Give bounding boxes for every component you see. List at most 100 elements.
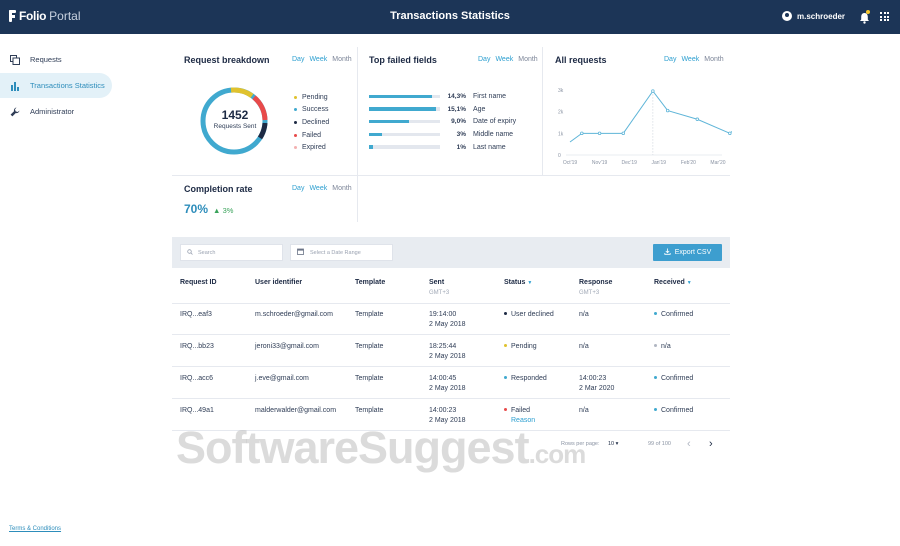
sent-time: 18:25:44 xyxy=(429,343,457,350)
status-dot xyxy=(504,375,507,379)
request-id-cell[interactable]: IRQ...49a1 xyxy=(180,406,214,416)
status-text: Failed xyxy=(511,407,531,414)
data-point xyxy=(651,89,655,93)
sidebar-item-label: Transactions Statistics xyxy=(30,81,105,90)
period-day[interactable]: Day xyxy=(292,185,305,192)
user-email: m.schroeder@gmail.com xyxy=(255,311,333,318)
row-divider xyxy=(172,334,730,335)
status-cell: Failed Reason xyxy=(504,406,535,426)
sort-down-icon[interactable]: ▼ xyxy=(527,280,533,286)
failed-field-row: 9,0% Date of expiry xyxy=(369,115,516,128)
date-range-input[interactable]: Select a Date Range xyxy=(290,244,393,261)
next-page-icon[interactable]: › xyxy=(709,438,713,450)
watermark-suffix: .com xyxy=(528,439,587,469)
legend-item-success: Success xyxy=(294,104,329,117)
column-header-received[interactable]: Received ▼ xyxy=(654,279,692,286)
status-text: Responded xyxy=(511,375,547,382)
sidebar-item-requests[interactable]: Requests xyxy=(0,47,112,72)
template-cell: Template xyxy=(355,374,383,384)
received-dot xyxy=(654,407,657,411)
status-cell: Responded xyxy=(504,374,547,384)
top-bar: Folio Portal Transactions Statistics m.s… xyxy=(0,0,900,34)
data-point xyxy=(728,131,732,136)
user-menu[interactable]: m.schroeder xyxy=(782,11,845,21)
column-header-status[interactable]: Status ▼ xyxy=(504,279,532,286)
completion-delta-value: 3% xyxy=(222,206,234,215)
request-id-cell[interactable]: IRQ...acc6 xyxy=(180,374,213,384)
legend-dot xyxy=(294,108,297,112)
sidebar-item-transactions-statistics[interactable]: Transactions Statistics xyxy=(0,73,112,98)
donut-total: 1452 xyxy=(221,108,249,122)
status-text: User declined xyxy=(511,311,554,318)
search-input[interactable]: Search xyxy=(180,244,283,261)
user-identifier-cell: malderwalder@gmail.com xyxy=(255,406,336,416)
x-tick-label: Dec'19 xyxy=(621,160,637,166)
completion-period-selector: Day Week Month xyxy=(292,185,352,192)
template-name: Template xyxy=(355,375,384,382)
failed-field-name: Age xyxy=(473,105,486,113)
template-name: Template xyxy=(355,407,384,414)
sent-cell: 19:14:00 2 May 2018 xyxy=(429,310,466,330)
export-csv-button[interactable]: Export CSV xyxy=(653,244,722,261)
period-week[interactable]: Week xyxy=(681,56,700,63)
notifications-bell-icon[interactable] xyxy=(859,10,870,24)
brand-logo[interactable]: Folio Portal xyxy=(9,9,81,23)
request-id-cell[interactable]: IRQ...bb23 xyxy=(180,342,214,352)
rows-per-page-select[interactable]: 10 ▾ xyxy=(608,441,618,447)
row-divider xyxy=(172,366,730,367)
status-dot xyxy=(504,343,507,347)
period-week[interactable]: Week xyxy=(495,56,514,63)
column-header-request-id[interactable]: Request ID xyxy=(180,279,217,286)
terms-link[interactable]: Terms & Conditions xyxy=(9,526,62,532)
bar-chart-icon xyxy=(10,81,20,91)
received-dot xyxy=(654,375,657,379)
top-failed-fields-title: Top failed fields xyxy=(369,55,437,65)
column-header-user-identifier[interactable]: User identifier xyxy=(255,279,303,286)
previous-page-icon[interactable]: ‹ xyxy=(687,438,691,450)
status-cell: User declined xyxy=(504,310,554,320)
period-week[interactable]: Week xyxy=(309,185,328,192)
x-tick-label: Feb'20 xyxy=(681,160,696,166)
sort-down-icon[interactable]: ▼ xyxy=(686,280,692,286)
pagination-range: 99 of 100 xyxy=(648,441,671,447)
watermark: SoftwareSuggest.com xyxy=(176,422,587,474)
period-week[interactable]: Week xyxy=(309,56,328,63)
x-tick-label: Mar'20 xyxy=(710,160,725,166)
status-text: Pending xyxy=(511,343,537,350)
period-day[interactable]: Day xyxy=(292,56,305,63)
sidebar-item-administrator[interactable]: Administrator xyxy=(0,99,112,124)
template-name: Template xyxy=(355,343,384,350)
x-tick-label: Oct'19 xyxy=(563,160,578,166)
period-month[interactable]: Month xyxy=(704,56,724,63)
period-month[interactable]: Month xyxy=(518,56,538,63)
template-cell: Template xyxy=(355,310,383,320)
period-month[interactable]: Month xyxy=(332,185,352,192)
period-day[interactable]: Day xyxy=(478,56,491,63)
donut-segment-failed xyxy=(252,95,268,121)
column-header-sent[interactable]: Sent xyxy=(429,279,445,286)
notification-badge xyxy=(866,10,870,14)
search-placeholder: Search xyxy=(198,249,216,256)
sent-time: 14:00:23 xyxy=(429,407,457,414)
period-month[interactable]: Month xyxy=(332,56,352,63)
column-header-response[interactable]: Response xyxy=(579,279,613,286)
user-email: jeroni33@gmail.com xyxy=(255,343,319,350)
status-cell: Pending xyxy=(504,342,537,352)
header-divider xyxy=(172,303,730,304)
breakdown-legend: Pending Success Declined Failed Expired xyxy=(294,91,329,154)
column-header-template[interactable]: Template xyxy=(355,279,386,286)
request-donut-chart: 1452 Requests Sent xyxy=(199,81,271,161)
period-day[interactable]: Day xyxy=(664,56,677,63)
rows-per-page-label: Rows per page: xyxy=(561,441,600,447)
copy-icon xyxy=(10,54,20,65)
response-cell: n/a xyxy=(579,406,589,416)
failed-field-pct: 15,1% xyxy=(447,105,466,113)
apps-grid-icon[interactable] xyxy=(880,12,889,21)
breakdown-period-selector: Day Week Month xyxy=(292,56,352,63)
request-id-cell[interactable]: IRQ...eaf3 xyxy=(180,310,212,320)
data-point xyxy=(621,131,625,136)
failure-reason-link[interactable]: Reason xyxy=(511,417,536,424)
user-email: malderwalder@gmail.com xyxy=(255,407,337,414)
failed-field-bar-fill xyxy=(369,145,374,149)
folio-logo-icon xyxy=(9,10,16,22)
